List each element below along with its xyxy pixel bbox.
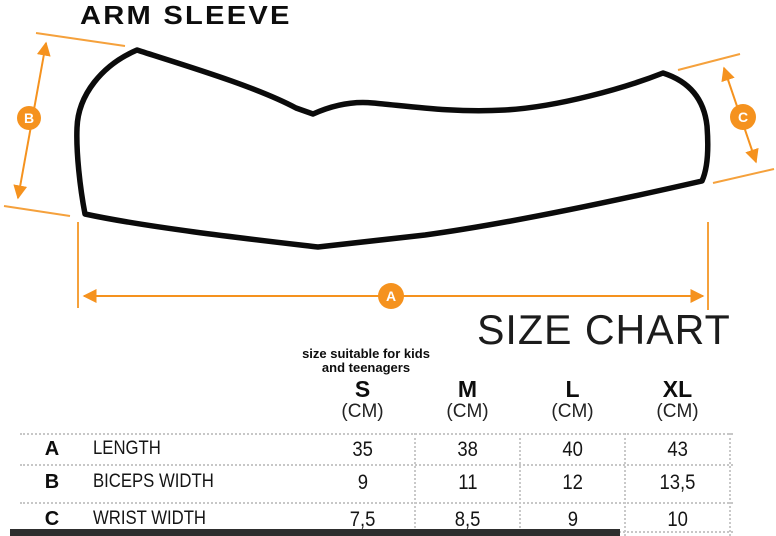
cell-value: 7,5	[349, 508, 376, 531]
tick-b-bottom	[3, 205, 71, 217]
tick-c-bottom	[712, 168, 775, 184]
cell-value: 11	[457, 471, 478, 494]
tick-c-top	[677, 53, 741, 71]
size-label-s: S	[354, 376, 371, 402]
marker-c-circle	[730, 104, 756, 130]
divider	[20, 464, 733, 466]
marker-a-circle	[378, 283, 404, 309]
suitability-note-line1: size suitable for kids	[302, 346, 430, 361]
divider	[20, 502, 733, 504]
row-key: C	[44, 508, 60, 530]
column-header-s: S (CM)	[310, 377, 415, 423]
unit-label: (CM)	[551, 401, 594, 422]
row-label: WRIST WIDTH	[93, 508, 207, 529]
column-divider	[729, 433, 731, 536]
cell-value: 10	[667, 508, 688, 531]
cell-value: 9	[567, 508, 578, 531]
cell-value: 13,5	[659, 471, 696, 494]
marker-b-label: B	[24, 110, 34, 126]
size-chart-heading: SIZE CHART	[477, 306, 731, 353]
row-label: BICEPS WIDTH	[93, 471, 214, 492]
tick-b-top	[35, 32, 126, 47]
suitability-note: size suitable for kids and teenagers	[268, 347, 464, 375]
cell-value: 35	[352, 438, 373, 461]
divider	[20, 433, 733, 435]
size-label-l: L	[565, 376, 580, 402]
column-header-xl: XL (CM)	[625, 377, 730, 423]
column-divider	[624, 433, 626, 536]
marker-b-circle	[17, 106, 41, 130]
unit-label: (CM)	[656, 401, 699, 422]
marker-c-label: C	[738, 109, 748, 125]
extension-lines	[3, 32, 775, 310]
cell-value: 9	[357, 471, 368, 494]
column-divider	[519, 433, 521, 536]
cell-value: 12	[562, 471, 583, 494]
measure-markers: B C A	[17, 104, 756, 309]
suitability-note-line2: and teenagers	[321, 360, 411, 375]
column-header-m: M (CM)	[415, 377, 520, 423]
column-header-l: L (CM)	[520, 377, 625, 423]
unit-label: (CM)	[446, 401, 489, 422]
cell-value: 38	[457, 438, 478, 461]
sleeve-outline	[74, 47, 711, 250]
size-label-m: M	[457, 376, 478, 402]
cell-value: 40	[562, 438, 583, 461]
cell-value: 8,5	[454, 508, 481, 531]
size-label-xl: XL	[662, 376, 693, 402]
row-label: LENGTH	[93, 438, 161, 459]
page-title: ARM SLEEVE	[80, 0, 292, 30]
row-key: B	[44, 471, 60, 493]
unit-label: (CM)	[341, 401, 384, 422]
bottom-bar	[10, 529, 620, 536]
cell-value: 43	[667, 438, 688, 461]
row-key: A	[44, 438, 60, 460]
marker-a-label: A	[386, 288, 396, 304]
column-divider	[414, 433, 416, 536]
